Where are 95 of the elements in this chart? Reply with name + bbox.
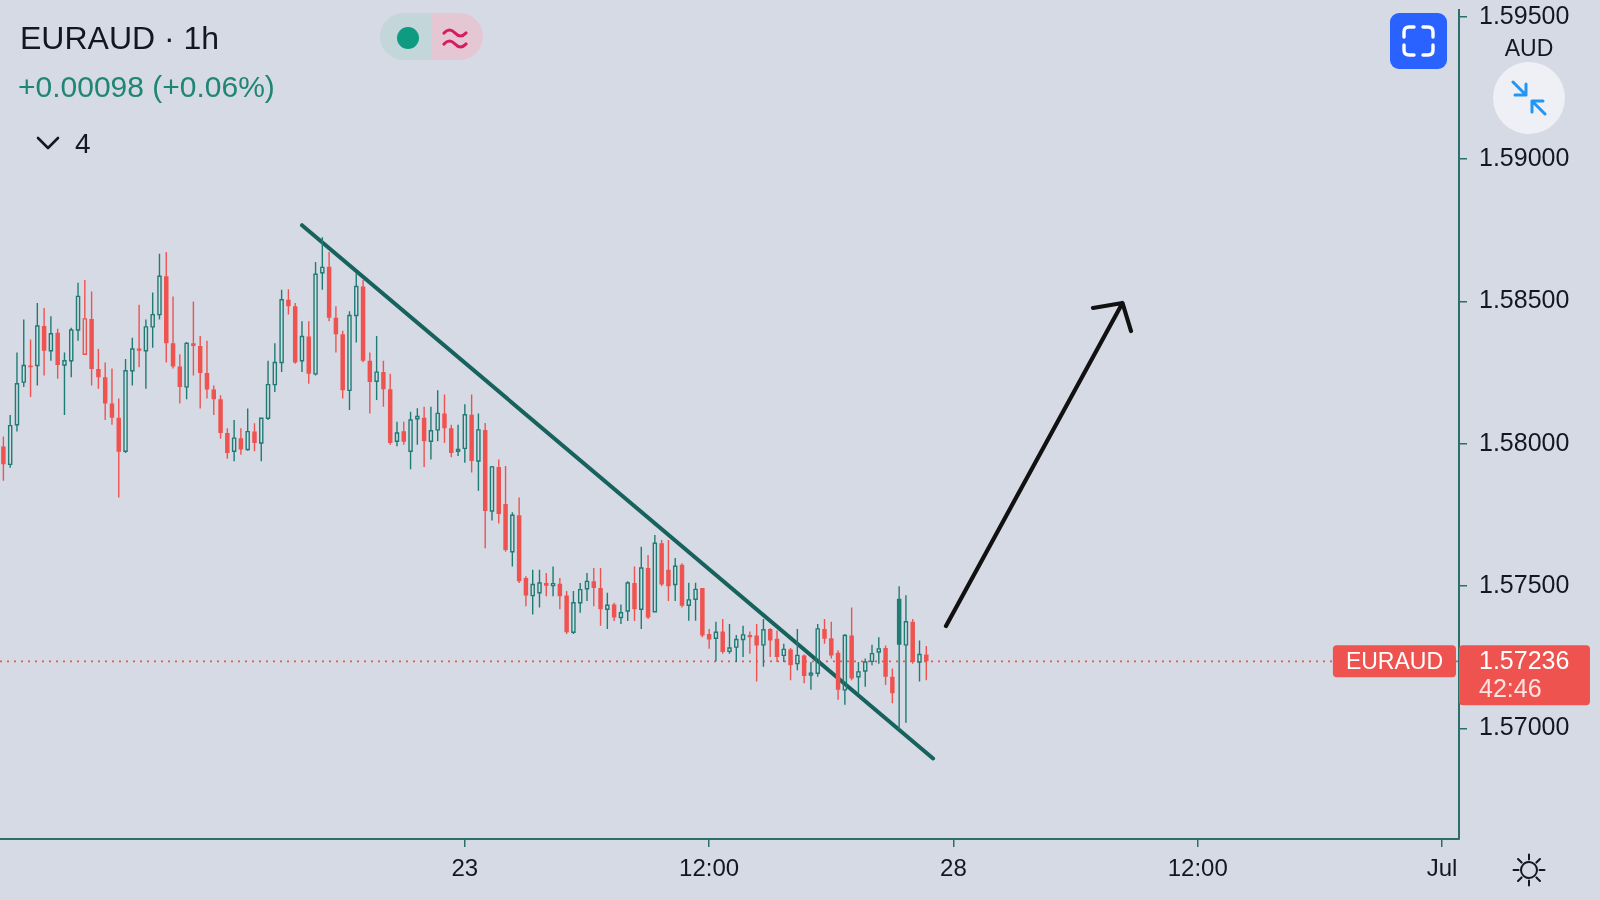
candlestick	[747, 631, 753, 654]
y-tick-label: 1.58500	[1479, 285, 1570, 314]
candlestick	[903, 594, 909, 724]
candlestick	[394, 420, 400, 447]
ref-line-label: EURAUD	[1345, 647, 1443, 674]
x-tick-label: 28	[940, 854, 967, 882]
candlestick	[693, 582, 698, 622]
chart-title: EURAUD · 1h	[20, 20, 220, 56]
candlestick	[320, 236, 325, 291]
annotation: 4	[75, 128, 91, 159]
candlestick	[625, 580, 630, 622]
candlestick	[143, 318, 149, 390]
y-tick-label: 1.59000	[1479, 143, 1570, 172]
candlestick	[35, 302, 40, 387]
candlestick	[706, 628, 712, 649]
candlestick	[415, 407, 420, 446]
candlestick	[157, 252, 162, 321]
candlestick	[795, 628, 800, 671]
candlestick	[808, 661, 814, 691]
candlestick	[123, 358, 128, 454]
candlestick	[740, 625, 746, 658]
candlestick	[279, 289, 284, 373]
x-tick-label: 23	[451, 854, 479, 882]
candlestick	[856, 661, 861, 694]
candlestick	[713, 621, 719, 663]
candlestick	[197, 335, 203, 409]
candlestick	[374, 335, 379, 401]
y-tick-label: 1.58000	[1479, 427, 1570, 456]
candlestick	[869, 644, 875, 667]
candlestick	[686, 582, 692, 622]
candlestick	[136, 304, 142, 368]
text: 1.57236	[1479, 646, 1570, 675]
y-tick-label: 1.57000	[1479, 712, 1570, 741]
x-tick-label: 12:00	[679, 854, 740, 882]
candlestick	[170, 296, 176, 369]
candlestick	[761, 618, 766, 668]
candlestick	[109, 368, 115, 425]
candlestick	[21, 318, 26, 388]
candlestick	[577, 582, 583, 614]
candlestick	[510, 511, 515, 568]
candlestick	[204, 340, 210, 399]
candlestick	[428, 406, 434, 461]
candlestick	[584, 572, 590, 602]
candlestick	[48, 315, 54, 362]
candlestick	[530, 568, 535, 616]
candlestick	[917, 639, 922, 683]
candlestick	[272, 342, 278, 393]
candlestick	[639, 545, 644, 630]
candlestick	[652, 534, 658, 614]
candlestick	[842, 633, 848, 706]
candlestick	[815, 623, 820, 678]
candlestick	[7, 414, 13, 469]
candlestick	[462, 403, 468, 464]
candlestick	[550, 565, 556, 597]
candlestick	[347, 310, 352, 411]
candlestick	[734, 634, 739, 663]
candlestick	[82, 279, 88, 355]
candlestick	[618, 603, 624, 625]
candlestick	[75, 282, 81, 342]
candlestick	[367, 352, 373, 414]
candlestick	[245, 407, 250, 452]
candlestick	[265, 360, 271, 421]
candlestick	[354, 272, 359, 344]
text: 42:46	[1479, 674, 1542, 703]
y-tick-label: 1.59500	[1479, 0, 1570, 29]
candlestick	[727, 623, 732, 655]
candlestick	[299, 320, 305, 373]
candlestick	[489, 465, 495, 522]
candlestick	[184, 341, 189, 400]
candlestick	[150, 291, 155, 349]
text: +0.00098 (+0.06%)	[18, 70, 275, 103]
candlestick	[259, 416, 264, 462]
candlestick	[313, 261, 318, 377]
candlestick	[231, 419, 237, 462]
x-tick-label: Jul	[1426, 854, 1458, 882]
x-tick-label: 12:00	[1167, 854, 1228, 882]
candlestick	[130, 336, 135, 387]
candlestick	[876, 636, 882, 665]
candlestick	[41, 308, 47, 376]
candlestick	[896, 586, 902, 730]
candlestick	[571, 590, 576, 635]
candlestick	[605, 592, 610, 630]
candlestick	[781, 643, 787, 663]
candlestick	[476, 412, 481, 492]
candlestick	[69, 327, 74, 378]
y-axis-title: AUD	[1503, 35, 1555, 61]
candlestick	[862, 657, 868, 688]
candlestick	[62, 351, 67, 416]
candlestick	[14, 351, 20, 433]
candlestick	[672, 557, 678, 602]
candlestick	[455, 424, 461, 457]
candlestick	[537, 568, 542, 609]
y-tick-label: 1.57500	[1479, 570, 1570, 599]
candlestick	[408, 410, 413, 470]
candlestick	[435, 389, 440, 442]
